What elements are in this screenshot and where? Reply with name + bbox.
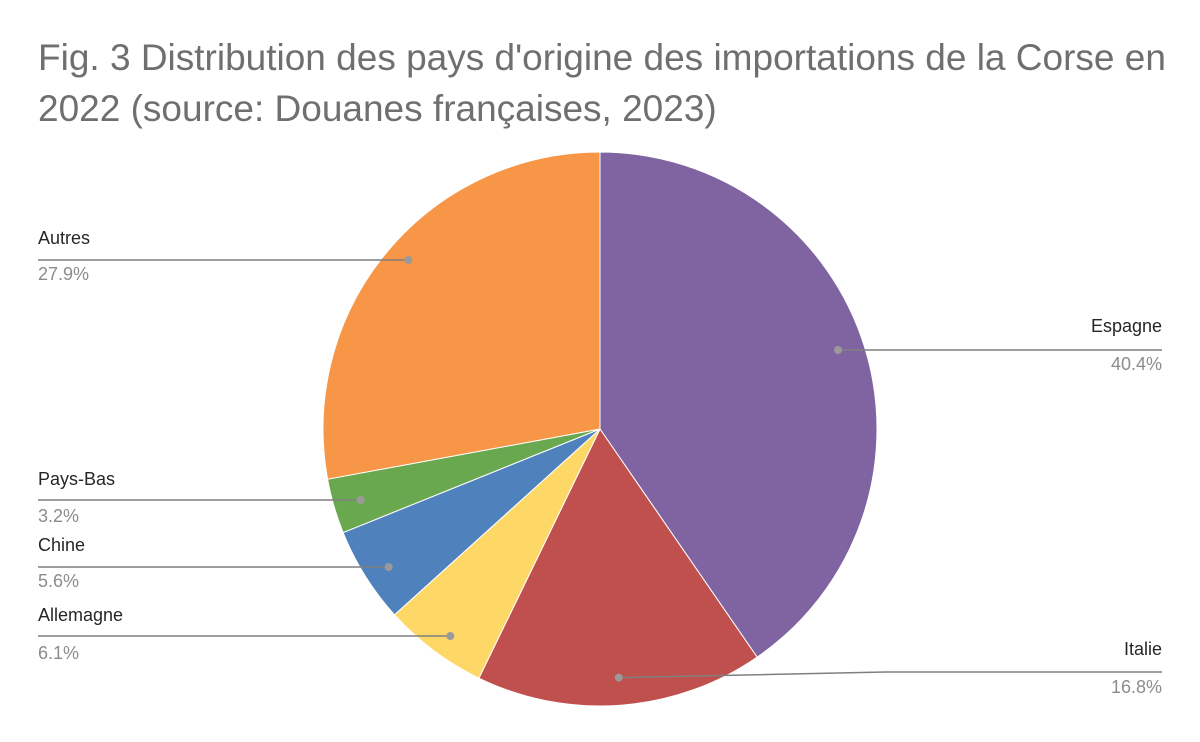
slice-value-chine: 5.6% <box>38 571 79 591</box>
slice-value-pays-bas: 3.2% <box>38 506 79 526</box>
leader-dot-autres <box>404 256 413 264</box>
pie-slice-italie <box>478 428 758 707</box>
chart-title: Fig. 3 Distribution des pays d'origine d… <box>38 37 1166 129</box>
pie-slice-autres <box>322 151 601 480</box>
slice-value-espagne: 40.4% <box>1111 354 1162 374</box>
slice-label-pays-bas: Pays-Bas <box>38 469 115 489</box>
leader-dot-allemagne <box>446 632 455 640</box>
leader-dot-italie <box>614 673 623 682</box>
slice-labels: Espagne 40.4% Italie 16.8% Allemagne 6.1% Chin… <box>38 228 1162 697</box>
slice-value-autres: 27.9% <box>38 264 89 284</box>
slice-label-allemagne: Allemagne <box>38 605 123 625</box>
leader-dot-chine <box>384 563 393 571</box>
pie-slices <box>322 151 878 707</box>
pie-slice-espagne <box>599 151 878 658</box>
slice-label-autres: Autres <box>38 228 90 248</box>
leader-dot-espagne <box>834 346 842 354</box>
leader-dot-pays-bas <box>356 496 365 504</box>
slice-label-chine: Chine <box>38 535 85 555</box>
slice-label-espagne: Espagne <box>1091 316 1162 336</box>
slice-value-italie: 16.8% <box>1111 677 1162 697</box>
slice-label-italie: Italie <box>1124 639 1162 659</box>
slice-value-allemagne: 6.1% <box>38 643 79 663</box>
leader-lines <box>38 256 1162 682</box>
leader-line-italie <box>618 671 1162 679</box>
